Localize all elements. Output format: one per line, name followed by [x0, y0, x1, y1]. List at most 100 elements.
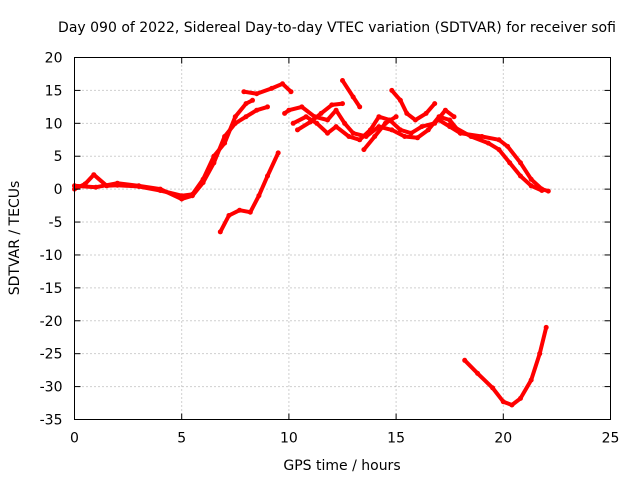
data-point: [247, 209, 253, 215]
data-point: [241, 89, 247, 95]
y-tick-label: -25: [40, 347, 63, 363]
data-point: [425, 127, 431, 133]
x-tick-label: 15: [387, 431, 405, 447]
data-point: [528, 377, 534, 383]
data-point: [318, 110, 324, 116]
axis-ticks: 0 5 10 15 20 25 -35 -30 -25 -20 -15 -10 -5 0 5 10 15 20: [40, 51, 620, 447]
data-point: [419, 124, 425, 130]
data-point: [528, 183, 534, 189]
data-point: [447, 117, 453, 123]
data-point: [537, 351, 543, 357]
data-point: [329, 102, 335, 108]
data-point: [333, 124, 339, 130]
data-point: [528, 176, 534, 182]
data-point: [496, 147, 502, 153]
data-point: [211, 160, 217, 166]
series-track-9: [361, 114, 399, 152]
data-point: [432, 101, 438, 107]
data-point: [200, 180, 206, 186]
data-point: [442, 107, 448, 113]
data-point: [468, 134, 474, 139]
data-point: [451, 114, 457, 120]
data-point: [250, 97, 255, 103]
data-point: [286, 107, 292, 113]
data-point: [357, 137, 363, 143]
x-axis-label: GPS time / hours: [283, 458, 400, 474]
data-point: [475, 370, 481, 376]
data-point: [397, 97, 403, 103]
x-tick-label: 20: [494, 431, 512, 447]
data-point: [243, 101, 249, 107]
y-tick-label: -20: [40, 314, 63, 330]
data-point: [415, 135, 420, 141]
data-point: [496, 137, 502, 143]
data-point: [114, 180, 120, 186]
data-point: [282, 110, 288, 116]
data-point: [280, 81, 285, 87]
data-point: [299, 104, 305, 110]
data-point: [189, 193, 195, 199]
data-point: [507, 160, 513, 166]
data-point: [505, 143, 511, 149]
data-point: [217, 229, 223, 235]
series-track-1: [72, 98, 255, 198]
data-point: [485, 140, 491, 146]
data-point: [157, 186, 163, 192]
data-point: [275, 150, 281, 156]
data-point: [269, 85, 275, 91]
data-point: [243, 114, 249, 120]
data-point: [408, 130, 414, 136]
data-point: [389, 87, 395, 93]
y-axis-label: SDTVAR / TECUs: [7, 181, 23, 296]
series-track-3: [218, 150, 281, 234]
data-point: [91, 172, 97, 178]
y-tick-label: -15: [40, 281, 63, 297]
data-point: [265, 173, 270, 179]
data-point: [412, 117, 418, 123]
x-tick-label: 0: [70, 431, 79, 447]
data-point: [290, 120, 296, 126]
data-point: [254, 91, 260, 97]
data-point: [404, 110, 410, 116]
data-point: [325, 117, 330, 123]
data-point: [397, 127, 403, 133]
data-point: [518, 173, 523, 179]
data-point: [254, 107, 260, 113]
data-point: [265, 104, 270, 110]
data-point: [436, 117, 442, 123]
data-point: [539, 188, 545, 193]
series-track-8: [340, 78, 362, 109]
data-series: [72, 78, 551, 408]
y-tick-label: 15: [45, 83, 63, 99]
data-point: [350, 130, 356, 136]
data-point: [232, 114, 238, 120]
data-point: [432, 120, 438, 126]
y-tick-label: -30: [40, 380, 63, 396]
data-point: [500, 399, 506, 405]
series-track-6: [291, 108, 456, 142]
y-tick-label: 10: [45, 116, 63, 132]
data-point: [350, 94, 356, 100]
data-point: [423, 110, 429, 116]
data-point: [93, 184, 99, 190]
data-point: [518, 160, 523, 166]
data-point: [372, 134, 378, 139]
x-tick-label: 25: [602, 431, 620, 447]
data-point: [545, 188, 551, 194]
data-point: [393, 114, 399, 120]
data-point: [136, 183, 142, 189]
data-point: [543, 324, 549, 330]
series-track-12: [447, 122, 544, 193]
y-tick-label: -5: [49, 215, 63, 231]
y-tick-label: -10: [40, 248, 63, 264]
data-point: [367, 127, 373, 133]
data-point: [232, 120, 238, 126]
series-track-13: [462, 325, 549, 407]
data-point: [303, 114, 309, 120]
y-tick-label: 20: [45, 51, 63, 67]
chart-title: Day 090 of 2022, Sidereal Day-to-day VTE…: [58, 20, 616, 36]
data-point: [226, 213, 232, 218]
data-point: [222, 134, 228, 139]
data-point: [333, 107, 339, 113]
